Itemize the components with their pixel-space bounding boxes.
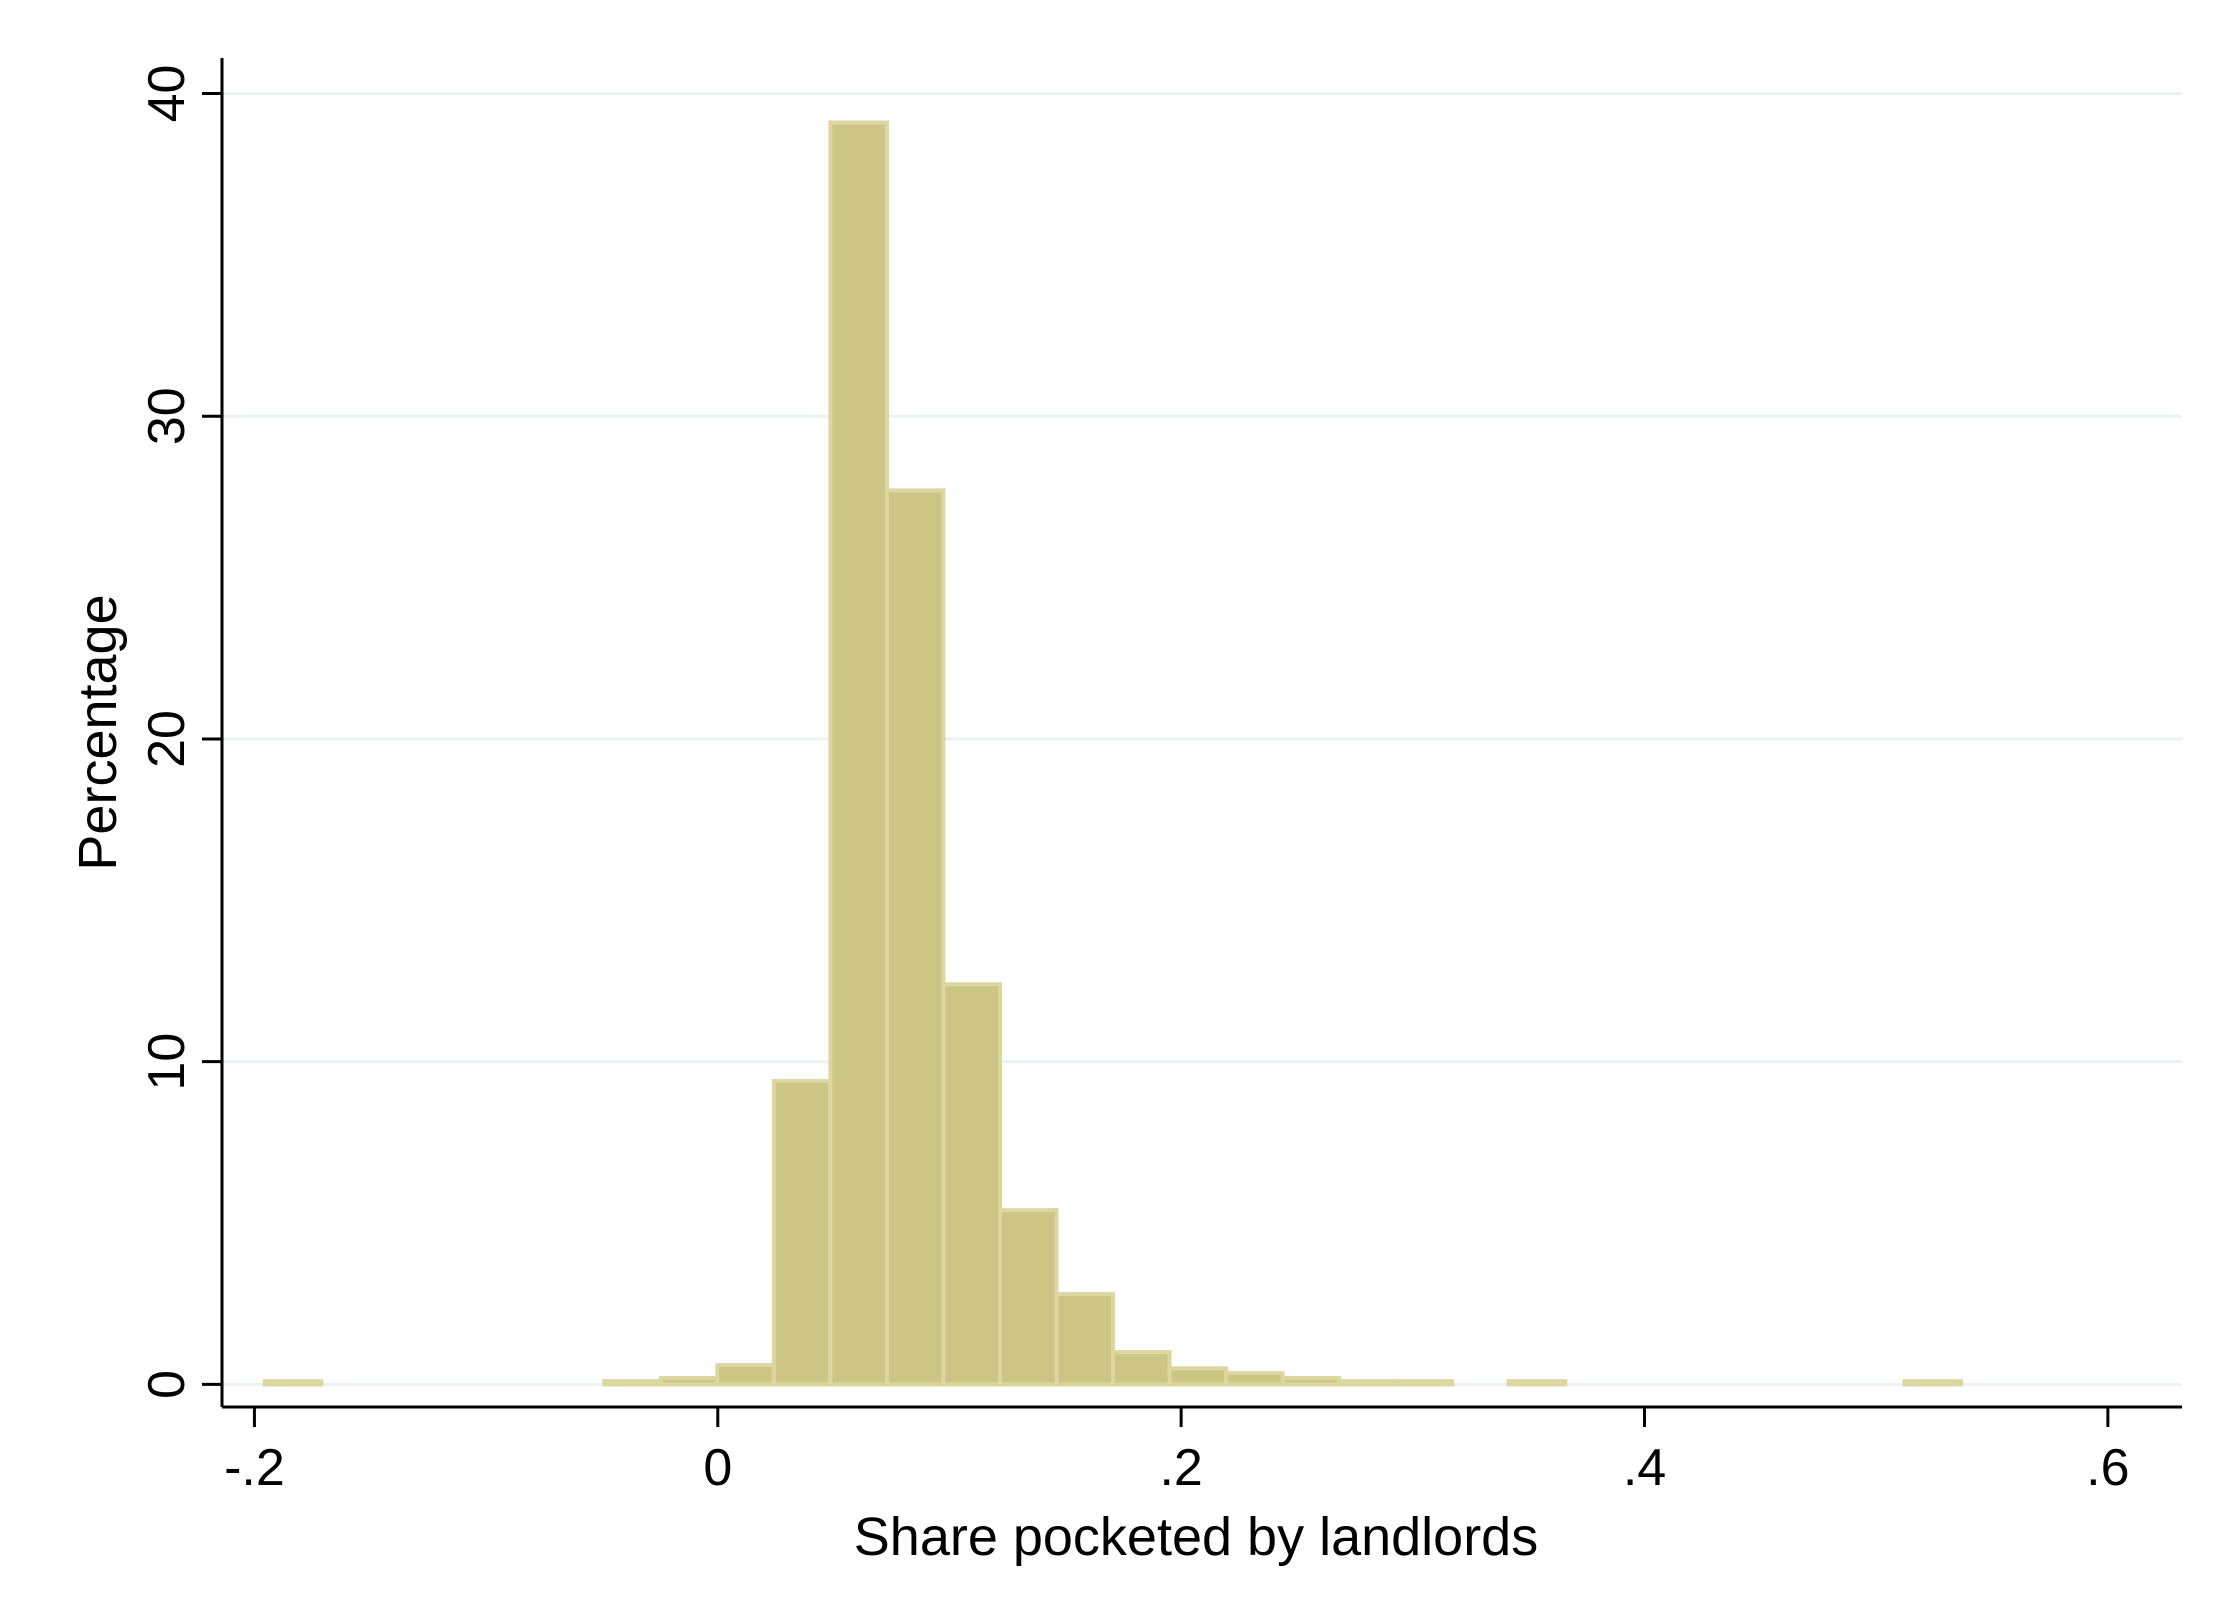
x-axis-ticks: -.2 0 .2 .4 .6 <box>224 1407 2130 1497</box>
histogram-bar-14 <box>1337 1379 1398 1387</box>
x-tick-label-3: .4 <box>1623 1439 1666 1497</box>
histogram-bar-16 <box>1506 1379 1568 1387</box>
y-tick-label-3: 30 <box>138 387 196 445</box>
histogram-bar-7 <box>941 982 1002 1387</box>
histogram-bars <box>262 120 1963 1387</box>
histogram-bar-10 <box>1111 1350 1172 1387</box>
histogram-bar-5 <box>828 120 889 1387</box>
x-tick-label-0: -.2 <box>224 1439 285 1497</box>
histogram-bar-15 <box>1393 1379 1455 1387</box>
histogram-bar-12 <box>1224 1371 1285 1387</box>
x-tick-label-2: .2 <box>1159 1439 1202 1497</box>
y-axis-title: Percentage <box>68 594 128 870</box>
histogram-bar-8 <box>997 1208 1059 1387</box>
histogram-bar-4 <box>771 1079 833 1387</box>
y-tick-label-4: 40 <box>138 65 196 123</box>
x-axis-title: Share pocketed by landlords <box>854 1507 1538 1567</box>
histogram-bar-17 <box>1902 1379 1963 1387</box>
histogram-bar-0 <box>262 1379 324 1387</box>
x-tick-label-4: .6 <box>2086 1439 2129 1497</box>
histogram-bar-9 <box>1054 1292 1116 1387</box>
y-tick-label-0: 0 <box>138 1370 196 1399</box>
y-tick-label-2: 20 <box>138 710 196 768</box>
histogram-bar-13 <box>1280 1375 1342 1387</box>
histogram-bar-3 <box>715 1363 776 1387</box>
histogram-bar-2 <box>658 1375 720 1387</box>
x-tick-label-1: 0 <box>703 1439 732 1497</box>
axes <box>220 58 2182 1409</box>
y-axis-ticks: 0 10 20 30 40 <box>138 65 222 1399</box>
histogram-bar-1 <box>602 1379 663 1387</box>
histogram-bar-11 <box>1167 1366 1229 1387</box>
y-tick-label-1: 10 <box>138 1033 196 1091</box>
histogram-bar-6 <box>884 488 946 1387</box>
grid-lines <box>222 92 2182 1386</box>
